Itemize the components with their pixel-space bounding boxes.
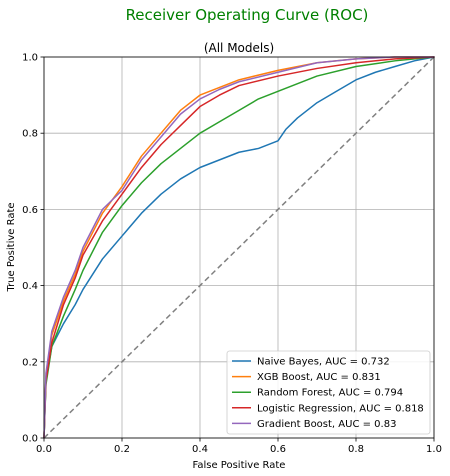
y-axis-label: True Positive Rate bbox=[6, 202, 17, 292]
y-tick-label: 0.8 bbox=[22, 129, 38, 140]
y-tick-label: 0.2 bbox=[22, 357, 38, 368]
x-tick-label: 0.4 bbox=[192, 444, 208, 455]
roc-series-line-4 bbox=[43, 56, 435, 439]
x-tick-label: 1.0 bbox=[426, 444, 442, 455]
legend-box bbox=[226, 350, 431, 435]
x-tick-label: 0.6 bbox=[270, 444, 286, 455]
legend-entry: Logistic Regression, AUC = 0.818 bbox=[257, 403, 424, 414]
x-tick-label: 0.8 bbox=[348, 444, 364, 455]
x-axis-label: False Positive Rate bbox=[193, 460, 286, 471]
x-tick-label: 0.2 bbox=[114, 444, 130, 455]
roc-series-line-2 bbox=[43, 56, 435, 439]
reference-layer bbox=[43, 56, 435, 439]
x-tick-label: 0.0 bbox=[36, 444, 52, 455]
legend-entry: Naive Bayes, AUC = 0.732 bbox=[257, 357, 390, 368]
y-tick-label: 0.0 bbox=[22, 434, 38, 445]
legend: Naive Bayes, AUC = 0.732 XGB Boost, AUC =… bbox=[226, 350, 431, 435]
chance-reference-line bbox=[43, 56, 435, 439]
roc-series-line-3 bbox=[43, 56, 435, 439]
chart-title: Receiver Operating Curve (ROC) bbox=[126, 6, 369, 24]
legend-entry: XGB Boost, AUC = 0.831 bbox=[257, 372, 381, 383]
series-layer bbox=[43, 56, 435, 439]
y-tick-label: 0.4 bbox=[22, 281, 38, 292]
y-tick-label: 0.6 bbox=[22, 205, 38, 216]
y-tick-label: 1.0 bbox=[22, 53, 38, 64]
chart-subtitle: (All Models) bbox=[204, 41, 274, 55]
legend-entry: Random Forest, AUC = 0.794 bbox=[257, 388, 403, 399]
axis-ticks: 0.0 0.2 0.4 0.6 0.8 1.0 0.0 0.2 0.4 0.6 0.8 1.0 bbox=[22, 53, 442, 456]
roc-series-line-0 bbox=[43, 56, 435, 439]
plot-frame bbox=[43, 56, 435, 439]
legend-entry: Gradient Boost, AUC = 0.83 bbox=[257, 419, 396, 430]
